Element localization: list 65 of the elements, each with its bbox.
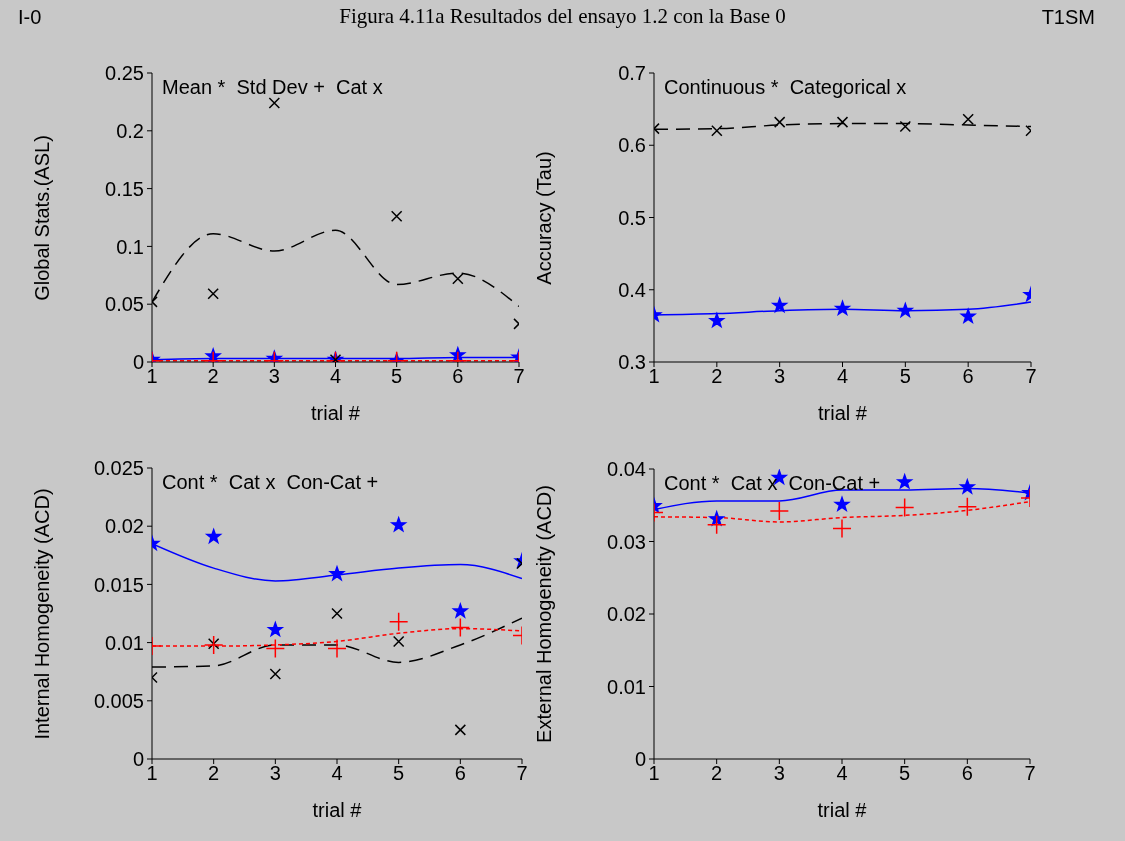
x-axis-title: trial #	[311, 402, 361, 424]
text: Figura 4.11a Resultados del ensayo 1.2 con la Base 0	[339, 4, 786, 28]
x-tick-label: 2	[208, 762, 220, 785]
x-tick-label: 1	[146, 762, 158, 785]
x-tick-label: 7	[1025, 365, 1037, 388]
y-tick-label: 0.2	[116, 119, 144, 142]
x-tick-label: 7	[1024, 762, 1036, 785]
x-tick-label: 3	[269, 762, 281, 785]
x-tick-label: 2	[711, 365, 723, 388]
y-axis-title: External Homogeneity (ACD)	[532, 485, 556, 743]
x-tick-label: 4	[836, 762, 848, 785]
x-tick-label: 7	[513, 365, 525, 388]
y-tick-label: 0.6	[618, 134, 646, 157]
y-tick-label: 0.4	[618, 278, 646, 301]
x-tick-label: 3	[773, 762, 785, 785]
x-tick-label: 6	[961, 762, 973, 785]
x-tick-label: 4	[836, 365, 849, 388]
x-tick-label: 6	[452, 365, 464, 388]
x-tick-label: 5	[899, 365, 911, 388]
y-tick-label: 0.005	[93, 689, 144, 712]
y-tick-label: 0.03	[607, 530, 646, 553]
text: I-0	[18, 6, 42, 29]
x-axis-title: trial #	[817, 799, 868, 821]
annotation: Cont * Cat x Con-Cat +	[162, 471, 379, 494]
x-tick-label: 7	[516, 762, 528, 785]
x-tick-label: 2	[207, 365, 219, 388]
x-tick-label: 5	[391, 365, 403, 388]
x-tick-label: 5	[393, 762, 405, 785]
x-tick-label: 2	[711, 762, 723, 785]
x-tick-label: 5	[899, 762, 911, 785]
y-tick-label: 0	[634, 748, 646, 771]
x-tick-label: 1	[146, 365, 158, 388]
y-axis-title: Internal Homogeneity (ACD)	[30, 487, 54, 740]
x-tick-label: 1	[648, 365, 660, 388]
text: T1SM	[1041, 6, 1095, 29]
y-tick-label: 0.04	[607, 458, 646, 481]
y-axis-title: Accuracy (Tau)	[532, 150, 556, 285]
y-tick-label: 0.5	[618, 206, 646, 229]
x-tick-label: 3	[268, 365, 280, 388]
y-tick-label: 0.7	[618, 62, 646, 85]
annotation: Mean * Std Dev + Cat x	[162, 76, 383, 99]
x-tick-label: 6	[454, 762, 466, 785]
y-tick-label: 0.01	[607, 675, 646, 698]
x-axis-title: trial #	[312, 799, 363, 821]
y-tick-label: 0.1	[116, 235, 144, 258]
annotation: Cont * Cat x Con-Cat +	[664, 472, 881, 495]
y-tick-label: 0.25	[105, 62, 144, 85]
y-tick-label: 0.015	[93, 573, 144, 596]
y-tick-label: 0.15	[105, 177, 144, 200]
annotation: Continuous * Categorical x	[664, 76, 907, 99]
x-tick-label: 6	[962, 365, 974, 388]
y-tick-label: 0.025	[93, 457, 144, 480]
y-tick-label: 0.02	[105, 515, 144, 538]
y-tick-label: 0	[132, 351, 144, 374]
y-tick-label: 0.01	[105, 631, 144, 654]
x-axis-title: trial #	[818, 402, 868, 424]
x-tick-label: 3	[774, 365, 786, 388]
x-tick-label: 1	[648, 762, 660, 785]
x-tick-label: 4	[331, 762, 343, 785]
y-tick-label: 0.05	[105, 293, 144, 316]
y-tick-label: 0.02	[607, 603, 646, 626]
y-axis-title: Global Stats.(ASL)	[30, 134, 54, 301]
y-tick-label: 0.3	[618, 351, 646, 374]
y-tick-label: 0	[132, 748, 144, 771]
x-tick-label: 4	[329, 365, 342, 388]
